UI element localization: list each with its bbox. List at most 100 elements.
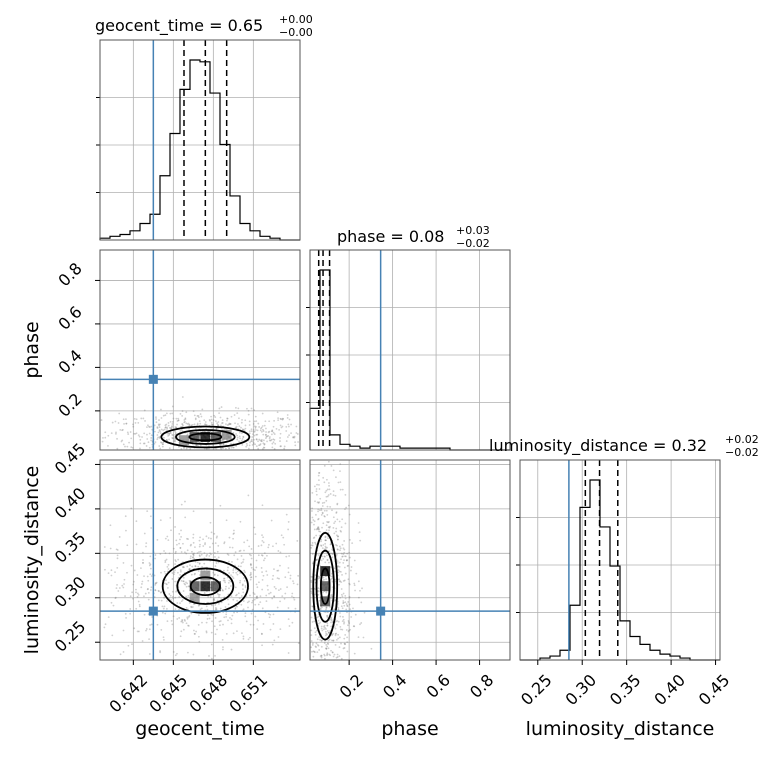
scatter-point: [320, 559, 323, 562]
scatter-point: [337, 606, 340, 609]
scatter-point: [315, 564, 318, 567]
scatter-point: [318, 649, 321, 651]
scatter-point: [317, 644, 320, 647]
scatter-point: [159, 423, 161, 426]
scatter-point: [131, 446, 134, 449]
scatter-point: [170, 619, 173, 622]
scatter-point: [181, 410, 184, 412]
scatter-point: [286, 417, 289, 419]
scatter-point: [203, 419, 206, 422]
scatter-point: [321, 511, 324, 514]
scatter-point: [189, 568, 191, 571]
scatter-point: [231, 546, 234, 549]
scatter-point: [355, 572, 358, 575]
scatter-point: [129, 608, 132, 610]
scatter-point: [330, 625, 333, 628]
scatter-point: [116, 437, 118, 440]
scatter-point: [194, 565, 197, 568]
scatter-point: [172, 547, 175, 550]
scatter-point: [244, 612, 247, 614]
scatter-point: [167, 435, 169, 437]
scatter-point: [174, 563, 176, 565]
scatter-point: [248, 430, 251, 433]
scatter-point: [252, 592, 255, 594]
scatter-point: [260, 440, 263, 443]
scatter-point: [131, 643, 133, 645]
scatter-point: [242, 558, 245, 561]
scatter-point: [142, 417, 145, 420]
scatter-point: [185, 552, 188, 555]
scatter-point: [190, 573, 193, 576]
scatter-point: [331, 572, 333, 575]
scatter-point: [242, 436, 245, 439]
scatter-point: [279, 628, 282, 631]
scatter-point: [103, 546, 106, 548]
scatter-point: [340, 605, 343, 608]
scatter-point: [354, 613, 357, 616]
scatter-point: [313, 485, 316, 488]
scatter-point: [347, 630, 350, 633]
scatter-point: [252, 429, 255, 431]
scatter-point: [242, 588, 244, 591]
scatter-point: [175, 426, 178, 429]
scatter-point: [129, 431, 132, 433]
scatter-point: [327, 561, 330, 564]
scatter-point: [172, 434, 175, 437]
density-cell-luminosity-distance-vs-geocent-time: [211, 581, 221, 592]
scatter-point: [216, 422, 219, 425]
scatter-point: [238, 435, 241, 438]
scatter-point: [293, 436, 296, 439]
scatter-point: [249, 574, 252, 576]
panel-frame-hist-luminosity-distance: [519, 459, 721, 661]
scatter-point: [317, 615, 320, 618]
scatter-point: [259, 444, 261, 446]
scatter-point: [233, 611, 235, 614]
scatter-point: [320, 544, 322, 547]
scatter-point: [338, 655, 341, 658]
scatter-point: [256, 595, 258, 598]
scatter-point: [122, 443, 125, 446]
scatter-point: [242, 637, 245, 640]
scatter-point: [328, 529, 330, 532]
ytick-label-phase: 0.8: [54, 259, 85, 290]
scatter-point: [266, 574, 269, 576]
scatter-point: [164, 537, 167, 540]
scatter-point: [159, 591, 162, 594]
scatter-point: [222, 579, 225, 582]
scatter-point: [348, 513, 351, 516]
scatter-point: [135, 418, 138, 421]
scatter-point: [179, 569, 182, 572]
scatter-point: [171, 572, 174, 574]
panel-frame-luminosity-distance-vs-geocent-time: [99, 459, 301, 661]
scatter-point: [339, 481, 342, 484]
scatter-point: [187, 422, 190, 425]
scatter-point: [163, 605, 166, 608]
scatter-point: [161, 445, 164, 448]
scatter-point: [213, 597, 216, 600]
scatter-point: [256, 433, 259, 436]
scatter-point: [228, 423, 231, 426]
scatter-point: [268, 439, 271, 442]
scatter-point: [231, 614, 234, 617]
scatter-point: [292, 596, 295, 599]
scatter-point: [310, 590, 313, 593]
scatter-point: [148, 562, 151, 564]
scatter-point: [199, 608, 202, 611]
scatter-point: [140, 417, 143, 420]
scatter-point: [214, 420, 217, 423]
scatter-point: [221, 419, 224, 421]
scatter-point: [230, 618, 233, 621]
scatter-point: [214, 608, 217, 611]
scatter-point: [205, 555, 208, 557]
scatter-point: [220, 406, 223, 408]
scatter-point: [279, 551, 282, 554]
scatter-point: [336, 535, 339, 538]
scatter-point: [154, 583, 157, 586]
scatter-point: [261, 633, 263, 635]
scatter-point: [276, 577, 279, 580]
ytick-label-luminosity-distance: 0.45: [51, 439, 90, 478]
scatter-point: [194, 546, 196, 549]
scatter-point: [162, 638, 165, 641]
scatter-point: [343, 621, 346, 624]
scatter-point: [164, 612, 167, 615]
